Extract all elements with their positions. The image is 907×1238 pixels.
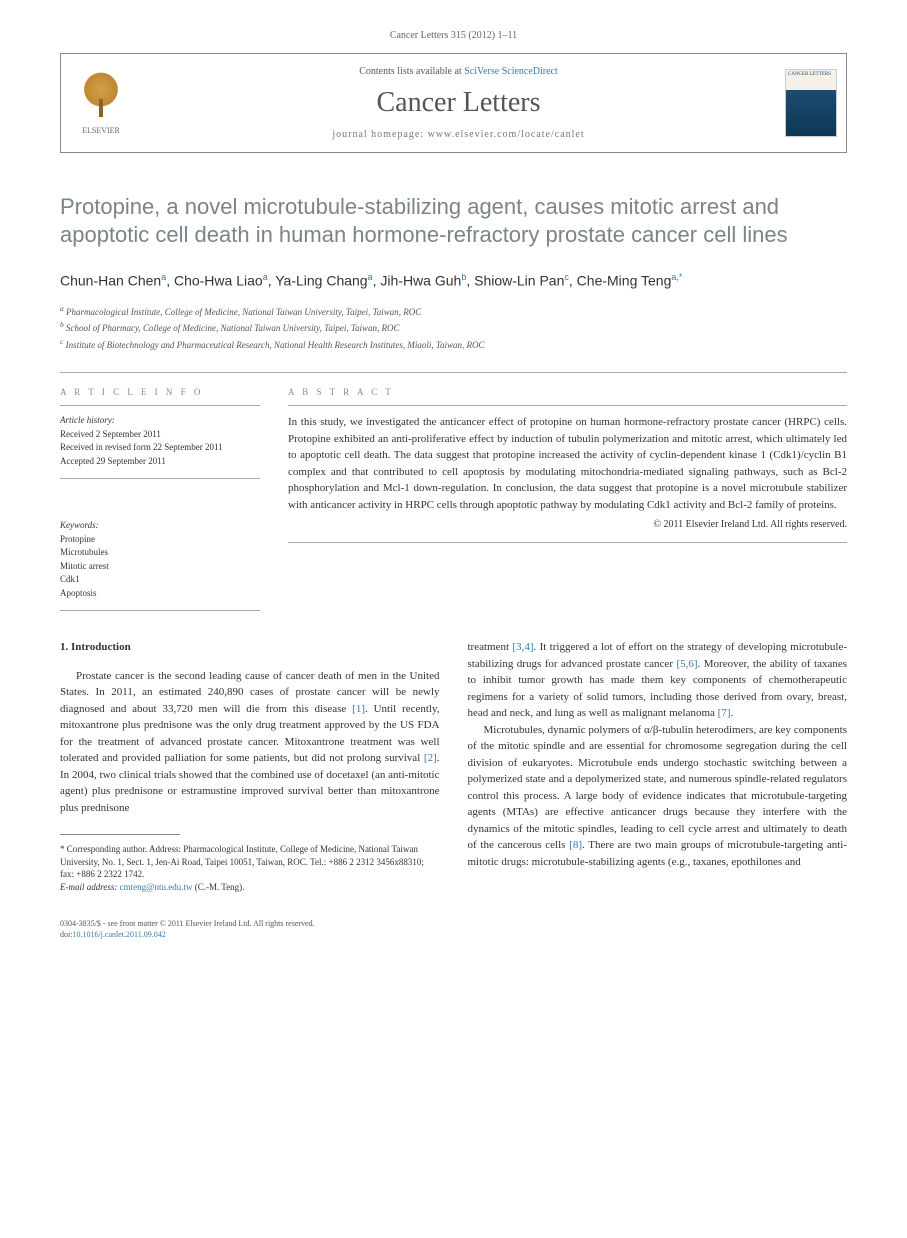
- history-label: Article history:: [60, 414, 260, 428]
- email-author-suffix: (C.-M. Teng).: [195, 882, 245, 892]
- keyword: Cdk1: [60, 573, 260, 587]
- doi-line: doi:10.1016/j.canlet.2011.09.042: [60, 929, 847, 940]
- article-info: A R T I C L E I N F O Article history: R…: [60, 373, 260, 611]
- sciencedirect-link[interactable]: SciVerse ScienceDirect: [464, 66, 558, 77]
- cover-thumbnail[interactable]: CANCER LETTERS: [776, 54, 846, 152]
- homepage-url[interactable]: www.elsevier.com/locate/canlet: [428, 129, 585, 140]
- article-info-heading: A R T I C L E I N F O: [60, 387, 260, 406]
- accepted-date: Accepted 29 September 2011: [60, 455, 260, 469]
- doi-link[interactable]: 10.1016/j.canlet.2011.09.042: [72, 930, 165, 939]
- keywords-block: Keywords: Protopine Microtubules Mitotic…: [60, 519, 260, 611]
- corresponding-email-link[interactable]: cmteng@ntu.edu.tw: [120, 882, 193, 892]
- journal-title: Cancer Letters: [376, 87, 540, 119]
- affiliations: a Pharmacological Institute, College of …: [60, 303, 847, 353]
- footnote-separator: [60, 834, 180, 835]
- abstract-heading: A B S T R A C T: [288, 387, 847, 406]
- abstract-copyright: © 2011 Elsevier Ireland Ltd. All rights …: [288, 517, 847, 532]
- intro-paragraph-1-cont: treatment [3,4]. It triggered a lot of e…: [468, 639, 848, 722]
- email-label: E-mail address:: [60, 882, 117, 892]
- article-history: Article history: Received 2 September 20…: [60, 414, 260, 479]
- keywords-label: Keywords:: [60, 519, 260, 533]
- corresponding-author-note: * Corresponding author. Address: Pharmac…: [60, 843, 440, 881]
- abstract: A B S T R A C T In this study, we invest…: [288, 373, 847, 611]
- doi-label: doi:: [60, 930, 72, 939]
- contents-prefix: Contents lists available at: [359, 66, 464, 77]
- introduction-heading: 1. Introduction: [60, 639, 440, 656]
- intro-paragraph-2: Microtubules, dynamic polymers of α/β-tu…: [468, 722, 848, 871]
- right-column: treatment [3,4]. It triggered a lot of e…: [468, 639, 848, 893]
- email-line: E-mail address: cmteng@ntu.edu.tw (C.-M.…: [60, 881, 440, 894]
- keyword: Protopine: [60, 533, 260, 547]
- abstract-text: In this study, we investigated the antic…: [288, 414, 847, 543]
- elsevier-tree-icon: [76, 72, 126, 122]
- header-center: Contents lists available at SciVerse Sci…: [141, 54, 776, 152]
- keyword: Apoptosis: [60, 587, 260, 601]
- revised-date: Received in revised form 22 September 20…: [60, 441, 260, 455]
- homepage-prefix: journal homepage:: [332, 129, 427, 140]
- info-abstract-row: A R T I C L E I N F O Article history: R…: [60, 372, 847, 611]
- elsevier-label: ELSEVIER: [82, 126, 120, 135]
- keyword: Mitotic arrest: [60, 560, 260, 574]
- front-matter-line: 0304-3835/$ - see front matter © 2011 El…: [60, 918, 847, 940]
- front-matter-text: 0304-3835/$ - see front matter © 2011 El…: [60, 918, 847, 929]
- cover-image: CANCER LETTERS: [785, 69, 837, 137]
- body-columns: 1. Introduction Prostate cancer is the s…: [60, 639, 847, 893]
- authors-list: Chun-Han Chena, Cho-Hwa Liaoa, Ya-Ling C…: [60, 272, 847, 289]
- contents-available-line: Contents lists available at SciVerse Sci…: [359, 66, 558, 77]
- affiliation-a: a Pharmacological Institute, College of …: [60, 303, 847, 320]
- affiliation-b: b School of Pharmacy, College of Medicin…: [60, 319, 847, 336]
- footnotes: * Corresponding author. Address: Pharmac…: [60, 843, 440, 893]
- journal-homepage: journal homepage: www.elsevier.com/locat…: [332, 129, 584, 140]
- left-column: 1. Introduction Prostate cancer is the s…: [60, 639, 440, 893]
- journal-header-box: ELSEVIER Contents lists available at Sci…: [60, 53, 847, 153]
- intro-paragraph-1: Prostate cancer is the second leading ca…: [60, 668, 440, 817]
- affiliation-c: c Institute of Biotechnology and Pharmac…: [60, 336, 847, 353]
- received-date: Received 2 September 2011: [60, 428, 260, 442]
- journal-citation: Cancer Letters 315 (2012) 1–11: [60, 30, 847, 41]
- article-title: Protopine, a novel microtubule-stabilizi…: [60, 193, 847, 248]
- elsevier-logo[interactable]: ELSEVIER: [61, 54, 141, 152]
- keyword: Microtubules: [60, 546, 260, 560]
